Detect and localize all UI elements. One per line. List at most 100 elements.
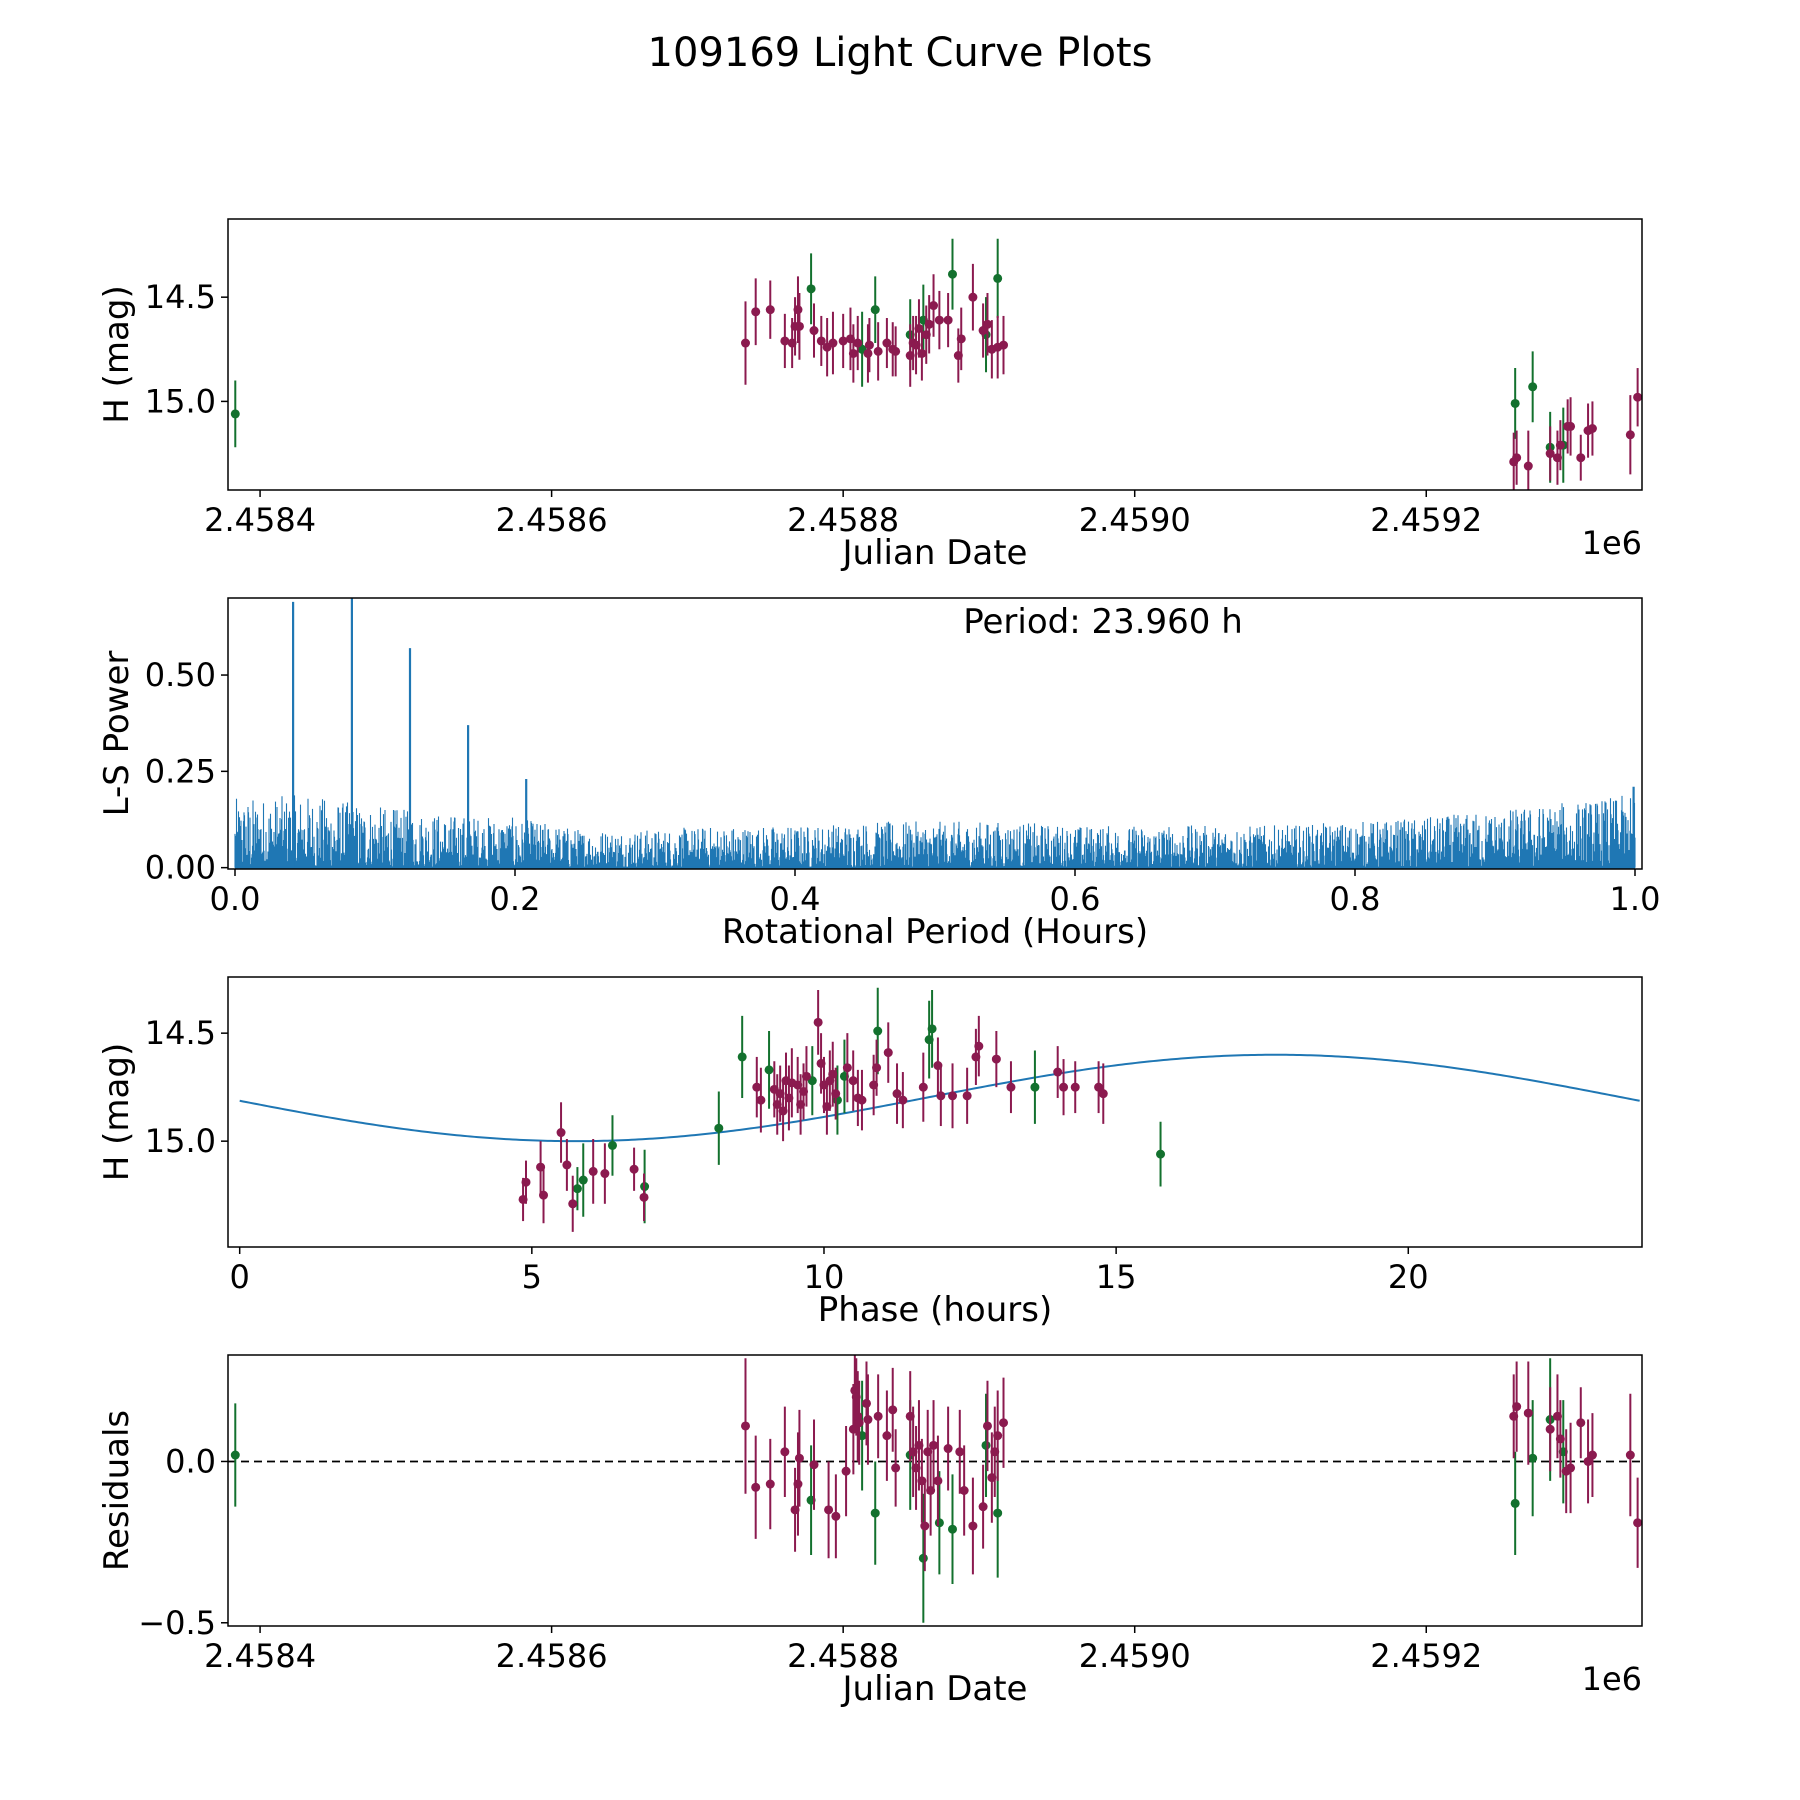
red-data-point bbox=[883, 1048, 893, 1058]
green-data-point bbox=[578, 1175, 588, 1185]
red-data-point bbox=[982, 319, 992, 329]
x-axis-label: Julian Date bbox=[841, 1669, 1028, 1709]
data-points bbox=[230, 238, 1642, 490]
red-data-point bbox=[568, 1199, 578, 1209]
red-data-point bbox=[740, 1421, 750, 1431]
x-tick-label: 2.4588 bbox=[787, 1637, 899, 1675]
x-offset-label: 1e6 bbox=[1582, 1660, 1642, 1698]
red-data-point bbox=[794, 321, 804, 331]
x-tick-label: 1.0 bbox=[1610, 880, 1661, 918]
green-data-point bbox=[572, 1184, 582, 1194]
red-data-point bbox=[1523, 461, 1533, 471]
x-tick-label: 0.6 bbox=[1050, 880, 1101, 918]
red-data-point bbox=[1566, 421, 1576, 431]
red-data-point bbox=[982, 1421, 992, 1431]
green-data-point bbox=[927, 1024, 937, 1034]
x-tick-label: 0.0 bbox=[210, 880, 261, 918]
periodogram-noise-line bbox=[234, 795, 1636, 868]
x-tick-label: 2.4588 bbox=[787, 501, 899, 539]
green-data-point bbox=[230, 409, 240, 419]
red-data-point bbox=[892, 1089, 902, 1099]
red-data-point bbox=[752, 1082, 762, 1092]
red-data-point bbox=[1576, 1418, 1586, 1428]
data-points bbox=[230, 1355, 1642, 1623]
red-data-point bbox=[863, 1415, 873, 1425]
y-axis-label: H (mag) bbox=[97, 1043, 137, 1181]
green-data-point bbox=[947, 1524, 957, 1534]
x-tick-label: 2.4592 bbox=[1370, 501, 1482, 539]
red-data-point bbox=[956, 334, 966, 344]
red-data-point bbox=[888, 1405, 898, 1415]
x-tick-label: 2.4584 bbox=[204, 501, 316, 539]
x-tick-label: 0.4 bbox=[770, 880, 821, 918]
green-data-point bbox=[1030, 1082, 1040, 1092]
plot-frame bbox=[227, 976, 1643, 1248]
red-data-point bbox=[861, 1398, 871, 1408]
x-offset-label: 1e6 bbox=[1582, 524, 1642, 562]
periodogram-panel: Period: 23.960 h 0.0 0.2 0.4 0.6 0.8 1.0 0.00 0.… bbox=[97, 597, 1661, 952]
red-data-point bbox=[968, 1521, 978, 1531]
red-data-point bbox=[1512, 453, 1522, 463]
y-tick-label: 0.00 bbox=[145, 849, 216, 887]
x-tick-label: 2.4584 bbox=[204, 1637, 316, 1675]
y-axis-label: Residuals bbox=[97, 1410, 137, 1571]
red-data-point bbox=[816, 336, 826, 346]
red-data-point bbox=[959, 1486, 969, 1495]
red-data-point bbox=[751, 1482, 761, 1492]
red-data-point bbox=[943, 1444, 953, 1454]
red-data-point bbox=[873, 1411, 883, 1421]
red-data-point bbox=[991, 1054, 1001, 1064]
red-data-point bbox=[824, 1505, 834, 1515]
y-tick-label: 14.5 bbox=[145, 1014, 216, 1052]
x-tick-label: 10 bbox=[804, 1258, 845, 1296]
red-data-point bbox=[831, 1089, 841, 1099]
red-data-point bbox=[639, 1192, 649, 1202]
red-data-point bbox=[917, 348, 927, 358]
residuals-panel: 2.4584 2.4586 2.4588 2.4590 2.4592 0.0 −0.5 Jul… bbox=[97, 1354, 1643, 1709]
red-data-point bbox=[978, 1502, 988, 1512]
red-data-point bbox=[943, 315, 953, 325]
red-data-point bbox=[1566, 1463, 1576, 1473]
red-data-point bbox=[831, 1511, 841, 1521]
x-tick-label: 2.4590 bbox=[1079, 1637, 1191, 1675]
plot-frame bbox=[227, 597, 1643, 870]
red-data-point bbox=[882, 1431, 892, 1441]
red-data-point bbox=[842, 1063, 852, 1073]
x-axis-label: Phase (hours) bbox=[818, 1290, 1052, 1330]
red-data-point bbox=[828, 338, 838, 348]
figure-title: 109169 Light Curve Plots bbox=[648, 30, 1153, 76]
y-tick-label: 0.25 bbox=[145, 752, 216, 790]
x-axis-label: Rotational Period (Hours) bbox=[722, 912, 1148, 952]
red-data-point bbox=[1070, 1082, 1080, 1092]
red-data-point bbox=[1576, 453, 1586, 463]
red-data-point bbox=[857, 1095, 867, 1105]
green-data-point bbox=[934, 1518, 944, 1528]
green-data-point bbox=[918, 1553, 928, 1563]
y-axis-label: H (mag) bbox=[97, 285, 137, 423]
phase-folded-panel: 0 5 10 15 20 15.0 14.5 Phase (hours) H (mag) bbox=[97, 976, 1643, 1330]
red-data-point bbox=[809, 326, 819, 336]
x-tick-label: 0.8 bbox=[1330, 880, 1381, 918]
red-data-point bbox=[848, 348, 858, 358]
red-data-point bbox=[978, 326, 988, 336]
red-data-point bbox=[1545, 449, 1555, 459]
red-data-point bbox=[974, 1041, 984, 1051]
red-data-point bbox=[809, 1460, 819, 1470]
red-data-point bbox=[948, 1091, 958, 1101]
red-data-point bbox=[1583, 1456, 1593, 1466]
y-tick-label: 0.50 bbox=[145, 656, 216, 694]
y-tick-label: −0.5 bbox=[138, 1604, 216, 1642]
x-tick-label: 15 bbox=[1096, 1258, 1137, 1296]
red-data-point bbox=[765, 1479, 775, 1489]
green-data-point bbox=[737, 1052, 747, 1062]
x-tick-label: 2.4590 bbox=[1079, 501, 1191, 539]
y-tick-label: 15.0 bbox=[145, 1122, 216, 1160]
red-data-point bbox=[873, 346, 883, 356]
y-tick-label: 15.0 bbox=[145, 382, 216, 420]
red-data-point bbox=[993, 1431, 1003, 1441]
red-data-point bbox=[780, 336, 790, 346]
red-data-point bbox=[1587, 1450, 1597, 1460]
red-data-point bbox=[1633, 392, 1642, 402]
green-data-point bbox=[870, 1508, 880, 1518]
red-data-point bbox=[765, 305, 775, 315]
